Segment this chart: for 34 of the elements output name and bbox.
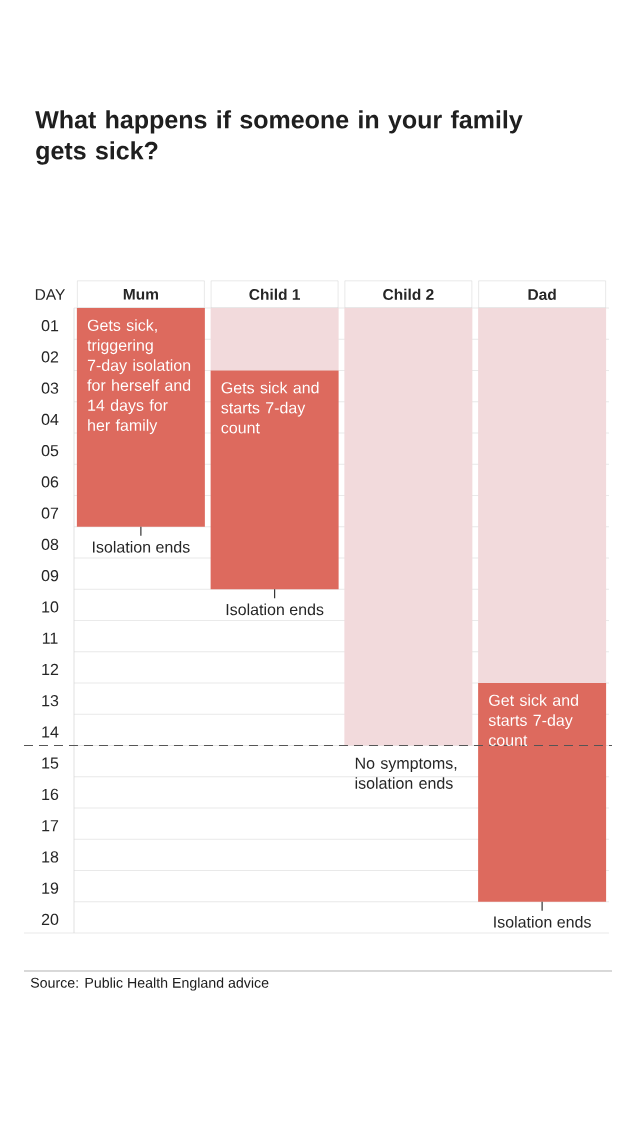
annotation: Isolation ends (494, 915, 591, 928)
y-tick-label: 08 (41, 538, 59, 551)
y-tick-label: 09 (41, 569, 59, 582)
x-tick-label: Child 2 (383, 288, 434, 301)
y-tick-label: 17 (42, 820, 59, 832)
annotation: Isolation ends (92, 540, 190, 553)
y-tick-label: 19 (42, 882, 59, 894)
y-axis-title: DAY (35, 289, 66, 300)
y-tick-label: 10 (42, 601, 59, 613)
y-tick-label: 07 (41, 507, 59, 519)
y-tick-label: 16 (42, 788, 59, 801)
y-tick-label: 02 (41, 351, 59, 363)
source-note: Source: Public Health England advice (30, 977, 269, 991)
annotation: Gets sick and starts 7-day count (221, 381, 319, 434)
annotation: Gets sick, triggering 7-day isolation for herself and 14 days for her family (87, 319, 191, 435)
y-tick-label: 12 (42, 663, 59, 675)
y-tick-label: 13 (42, 694, 59, 707)
y-tick-label: 11 (42, 632, 58, 644)
x-tick-label: Mum (123, 288, 158, 300)
y-tick-label: 04 (41, 413, 59, 426)
x-tick-label: Dad (528, 288, 556, 301)
y-tick-label: 20 (41, 913, 59, 926)
annotation: Isolation ends (226, 603, 324, 616)
y-tick-label: 15 (42, 757, 59, 769)
y-tick-label: 06 (41, 476, 59, 488)
y-tick-label: 03 (41, 382, 59, 394)
chart-title: What happens if someone in your family gets sick? (35, 110, 523, 165)
annotation: Get sick and starts 7-day count (488, 694, 578, 746)
y-tick-label: 18 (42, 851, 59, 863)
annotation: No symptoms, isolation ends (355, 757, 457, 789)
y-tick-label: 01 (41, 319, 59, 332)
x-tick-label: Child 1 (249, 288, 301, 301)
y-tick-label: 14 (42, 726, 59, 738)
y-tick-label: 05 (41, 444, 59, 457)
